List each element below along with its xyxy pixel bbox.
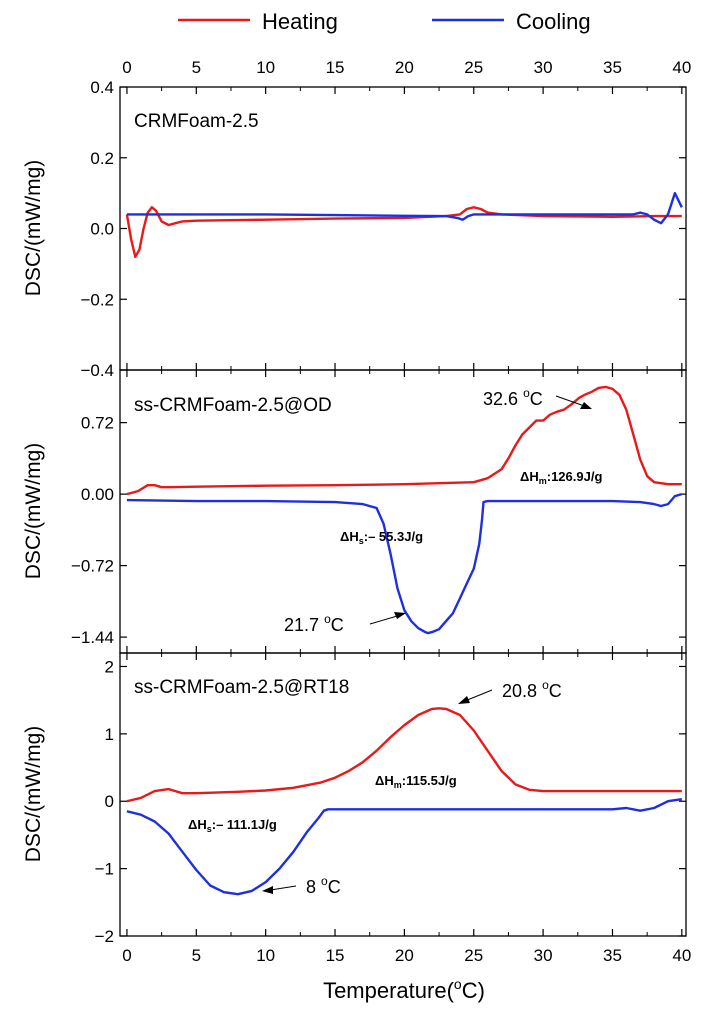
x-tick-label-15: 15 [326,946,345,965]
x-tick-label-40: 40 [672,946,691,965]
panel-1-y-tick-label: 0.4 [90,78,114,97]
top-x-tick-label-15: 15 [326,58,345,77]
panel-2-y-tick-label: 0.72 [81,414,114,433]
top-x-tick-label-25: 25 [464,58,483,77]
annotation-dhm-od: ΔHm:126.9J/g [520,469,602,486]
legend-heating-label: Heating [262,9,338,34]
panel-1-y-tick-label: 0.0 [90,220,114,239]
panel-2-y-tick-label: −0.72 [71,557,114,576]
x-tick-label-25: 25 [464,946,483,965]
x-axis-label-degree: o [454,976,462,992]
panel-2-annotations: 32.6 oC 21.7 oC ΔHm:126.9J/g ΔHs:– 55.3J… [284,386,602,635]
panel-2-y-tick-label: 0.00 [81,485,114,504]
panel-3-ylabel: DSC/(mW/mg) [22,726,45,862]
panel-2-title: ss-CRMFoam-2.5@OD [134,395,332,416]
panel-3-annotations: 20.8 oC 8 oC ΔHm:115.5J/g ΔHs:– 111.1J/g [188,678,562,897]
panel-3-y-tick-label: 1 [105,725,114,744]
panel-1-y-tick-label: −0.2 [80,290,114,309]
series-layer [125,191,683,896]
x-tick-label-35: 35 [603,946,622,965]
panel-1-cooling-curve [126,191,683,225]
x-tick-label-5: 5 [192,946,201,965]
panel-2-y-tick-label: −1.44 [71,628,114,647]
top-x-tick-label-30: 30 [534,58,553,77]
top-x-tick-label-35: 35 [603,58,622,77]
panel-3-title: ss-CRMFoam-2.5@RT18 [134,677,349,698]
top-x-axis: 0 5 10 15 20 25 30 35 40 [122,58,691,77]
x-axis-label-main: Temperature( [323,978,455,1003]
x-axis-label: Temperature(oC) [323,976,485,1003]
panel-3-frame [119,652,687,937]
panel-1-title: CRMFoam-2.5 [134,111,259,132]
x-tick-label-0: 0 [122,946,131,965]
top-x-tick-label-40: 40 [672,58,691,77]
x-tick-label-20: 20 [395,946,414,965]
x-tick-label-10: 10 [256,946,275,965]
panel-3-heating-curve [126,707,682,803]
panel-3-y-tick-label: −1 [95,860,114,879]
annotation-peak-heating-od: 32.6 oC [483,386,543,409]
arrowhead-peak-cooling-rt18 [262,886,273,894]
top-x-tick-label-5: 5 [192,58,201,77]
panel-3-y-tick-label: 0 [105,792,114,811]
panel-1-ylabel: DSC/(mW/mg) [22,160,45,296]
top-x-tick-label-0: 0 [122,58,131,77]
panel-2-ylabel: DSC/(mW/mg) [22,443,45,579]
panel-2-heating-curve [126,385,682,496]
x-axis-label-unit: C) [462,978,485,1003]
panel-3-y-tick-label: 2 [105,657,114,676]
arrowhead-peak-cooling-od [394,612,406,619]
arrowhead-peak-heating-rt18 [458,696,470,704]
annotation-peak-cooling-rt18: 8 oC [306,874,341,897]
annotation-peak-heating-rt18: 20.8 oC [502,678,562,701]
x-tick-label-30: 30 [534,946,553,965]
legend: Heating Cooling [178,9,591,34]
panel-2-cooling-curve [126,492,683,635]
panel-3-y-tick-label: −2 [95,927,114,946]
annotation-dhs-od: ΔHs:– 55.3J/g [340,529,423,546]
legend-cooling-label: Cooling [516,9,591,34]
annotation-dhm-rt18: ΔHm:115.5J/g [375,773,457,790]
annotation-dhs-rt18: ΔHs:– 111.1J/g [188,817,277,834]
arrowhead-peak-heating-od [580,402,592,409]
axes-layer: 0 5 10 15 20 25 30 35 40−0.4−0.20.00.20.4−1.44−0… [71,78,691,965]
panel-3-cooling-curve [126,798,682,896]
top-x-tick-label-20: 20 [395,58,414,77]
panel-1-y-tick-label: −0.4 [80,361,114,380]
top-x-tick-label-10: 10 [256,58,275,77]
annotation-peak-cooling-od: 21.7 oC [284,612,344,635]
panel-1-y-tick-label: 0.2 [90,149,114,168]
